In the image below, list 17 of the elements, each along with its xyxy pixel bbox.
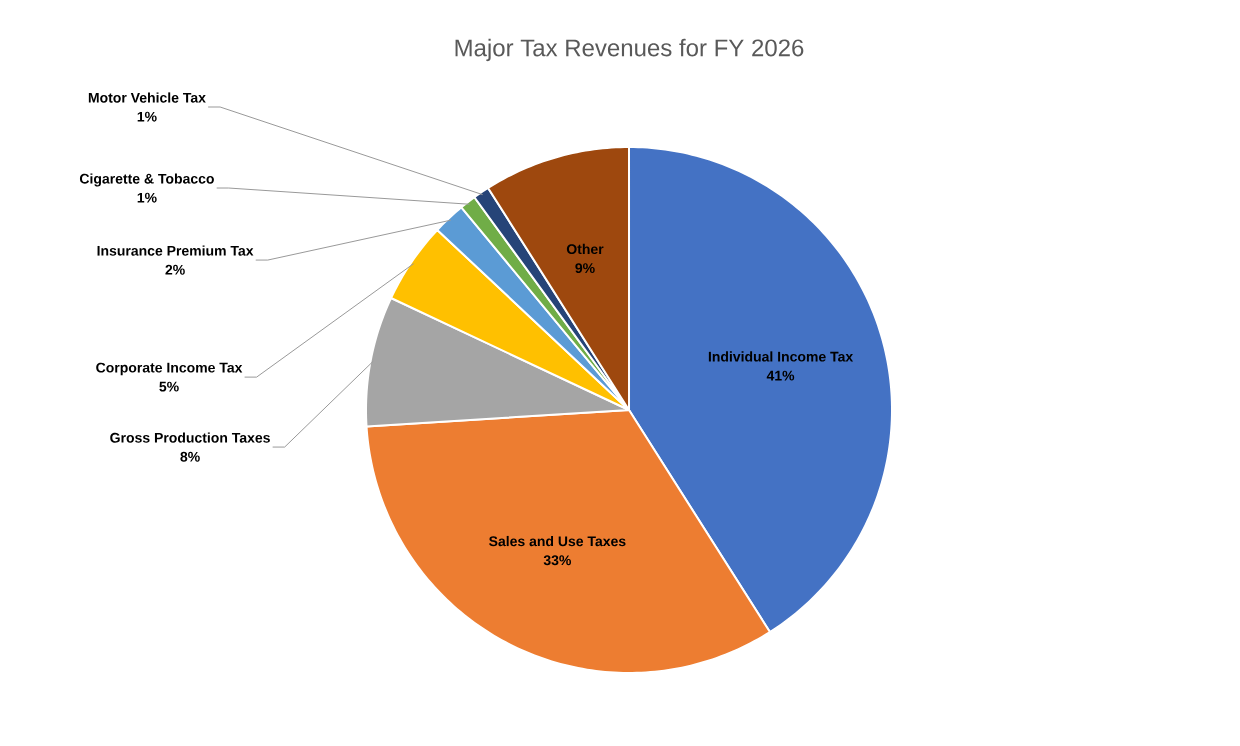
slice-label: Gross Production Taxes [110, 432, 270, 443]
slice-label: Sales and Use Taxes [489, 535, 626, 547]
data-label: 2% [165, 264, 185, 275]
slice-label: Insurance Premium Tax [97, 245, 254, 256]
chart-title: Major Tax Revenues for FY 2026 [455, 38, 804, 62]
data-label: 1% [137, 192, 157, 203]
data-label: 9% [575, 263, 595, 274]
slice-label: Corporate Income Tax [96, 362, 243, 376]
slice-label: Motor Vehicle Tax [88, 92, 206, 103]
data-label: 5% [159, 381, 179, 392]
slice-label: Other [566, 243, 604, 255]
data-label: 41% [766, 370, 795, 381]
data-label: 33% [543, 555, 571, 566]
slice-label: Cigarette & Tobacco [79, 173, 214, 187]
data-label: 1% [137, 111, 157, 122]
slice-label: Individual Income Tax [708, 351, 854, 362]
data-label: 8% [180, 451, 200, 462]
